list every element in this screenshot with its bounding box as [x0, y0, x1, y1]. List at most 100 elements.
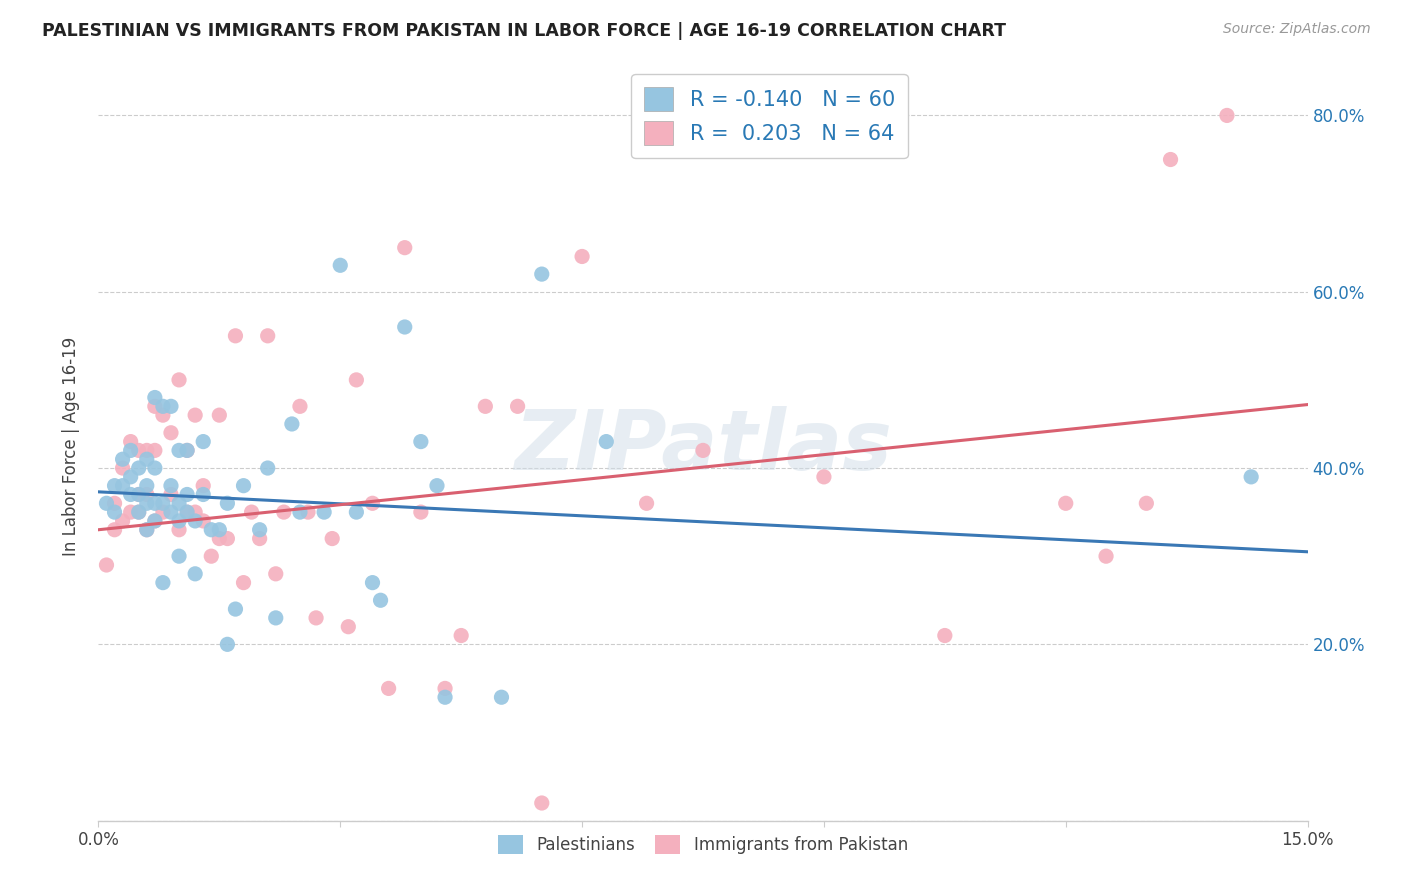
Point — [193, 434, 215, 449]
Y-axis label: In Labor Force | Age 16-19: In Labor Force | Age 16-19 — [62, 336, 80, 556]
Point — [184, 514, 207, 528]
Point — [135, 523, 157, 537]
Point — [1240, 470, 1263, 484]
Point — [1135, 496, 1157, 510]
Point — [208, 532, 231, 546]
Point — [120, 443, 142, 458]
Point — [200, 523, 222, 537]
Point — [128, 487, 150, 501]
Point — [111, 514, 134, 528]
Point — [128, 505, 150, 519]
Point — [143, 496, 166, 510]
Point — [176, 505, 198, 519]
Point — [249, 532, 271, 546]
Point — [120, 434, 142, 449]
Point — [571, 250, 593, 264]
Point — [152, 496, 174, 510]
Point — [1095, 549, 1118, 564]
Point — [193, 478, 215, 492]
Point — [135, 452, 157, 467]
Point — [160, 505, 183, 519]
Point — [128, 505, 150, 519]
Point — [184, 505, 207, 519]
Point — [281, 417, 304, 431]
Point — [135, 478, 157, 492]
Point — [152, 575, 174, 590]
Point — [474, 400, 496, 414]
Point — [152, 400, 174, 414]
Point — [434, 690, 457, 705]
Point — [143, 400, 166, 414]
Point — [128, 461, 150, 475]
Point — [409, 505, 432, 519]
Point — [1216, 108, 1239, 122]
Point — [434, 681, 457, 696]
Point — [530, 267, 553, 281]
Point — [176, 443, 198, 458]
Point — [176, 487, 198, 501]
Point — [135, 487, 157, 501]
Point — [160, 478, 183, 492]
Text: Source: ZipAtlas.com: Source: ZipAtlas.com — [1223, 22, 1371, 37]
Point — [426, 478, 449, 492]
Point — [297, 505, 319, 519]
Point — [344, 373, 367, 387]
Point — [167, 523, 190, 537]
Point — [167, 373, 190, 387]
Point — [208, 523, 231, 537]
Text: ZIPatlas: ZIPatlas — [515, 406, 891, 486]
Point — [96, 558, 118, 572]
Point — [143, 514, 166, 528]
Point — [264, 611, 287, 625]
Point — [692, 443, 714, 458]
Point — [240, 505, 263, 519]
Point — [143, 514, 166, 528]
Point — [273, 505, 295, 519]
Point — [103, 478, 125, 492]
Point — [491, 690, 513, 705]
Point — [337, 620, 360, 634]
Point — [636, 496, 658, 510]
Point — [256, 461, 278, 475]
Legend: Palestinians, Immigrants from Pakistan: Palestinians, Immigrants from Pakistan — [492, 829, 914, 861]
Point — [264, 566, 287, 581]
Point — [103, 523, 125, 537]
Point — [361, 496, 384, 510]
Point — [143, 443, 166, 458]
Point — [184, 566, 207, 581]
Point — [152, 505, 174, 519]
Point — [200, 549, 222, 564]
Point — [249, 523, 271, 537]
Point — [1054, 496, 1077, 510]
Point — [217, 496, 239, 510]
Point — [394, 241, 416, 255]
Point — [167, 514, 190, 528]
Point — [193, 514, 215, 528]
Point — [120, 487, 142, 501]
Point — [361, 575, 384, 590]
Point — [184, 408, 207, 422]
Point — [160, 487, 183, 501]
Point — [120, 505, 142, 519]
Point — [135, 523, 157, 537]
Point — [232, 575, 254, 590]
Point — [288, 505, 311, 519]
Point — [224, 602, 246, 616]
Point — [111, 461, 134, 475]
Point — [167, 443, 190, 458]
Point — [595, 434, 617, 449]
Point — [288, 400, 311, 414]
Point — [111, 452, 134, 467]
Point — [208, 408, 231, 422]
Point — [813, 470, 835, 484]
Point — [96, 496, 118, 510]
Point — [314, 505, 336, 519]
Point — [143, 391, 166, 405]
Point — [305, 611, 328, 625]
Point — [128, 487, 150, 501]
Point — [120, 470, 142, 484]
Point — [256, 328, 278, 343]
Point — [143, 461, 166, 475]
Point — [530, 796, 553, 810]
Point — [103, 496, 125, 510]
